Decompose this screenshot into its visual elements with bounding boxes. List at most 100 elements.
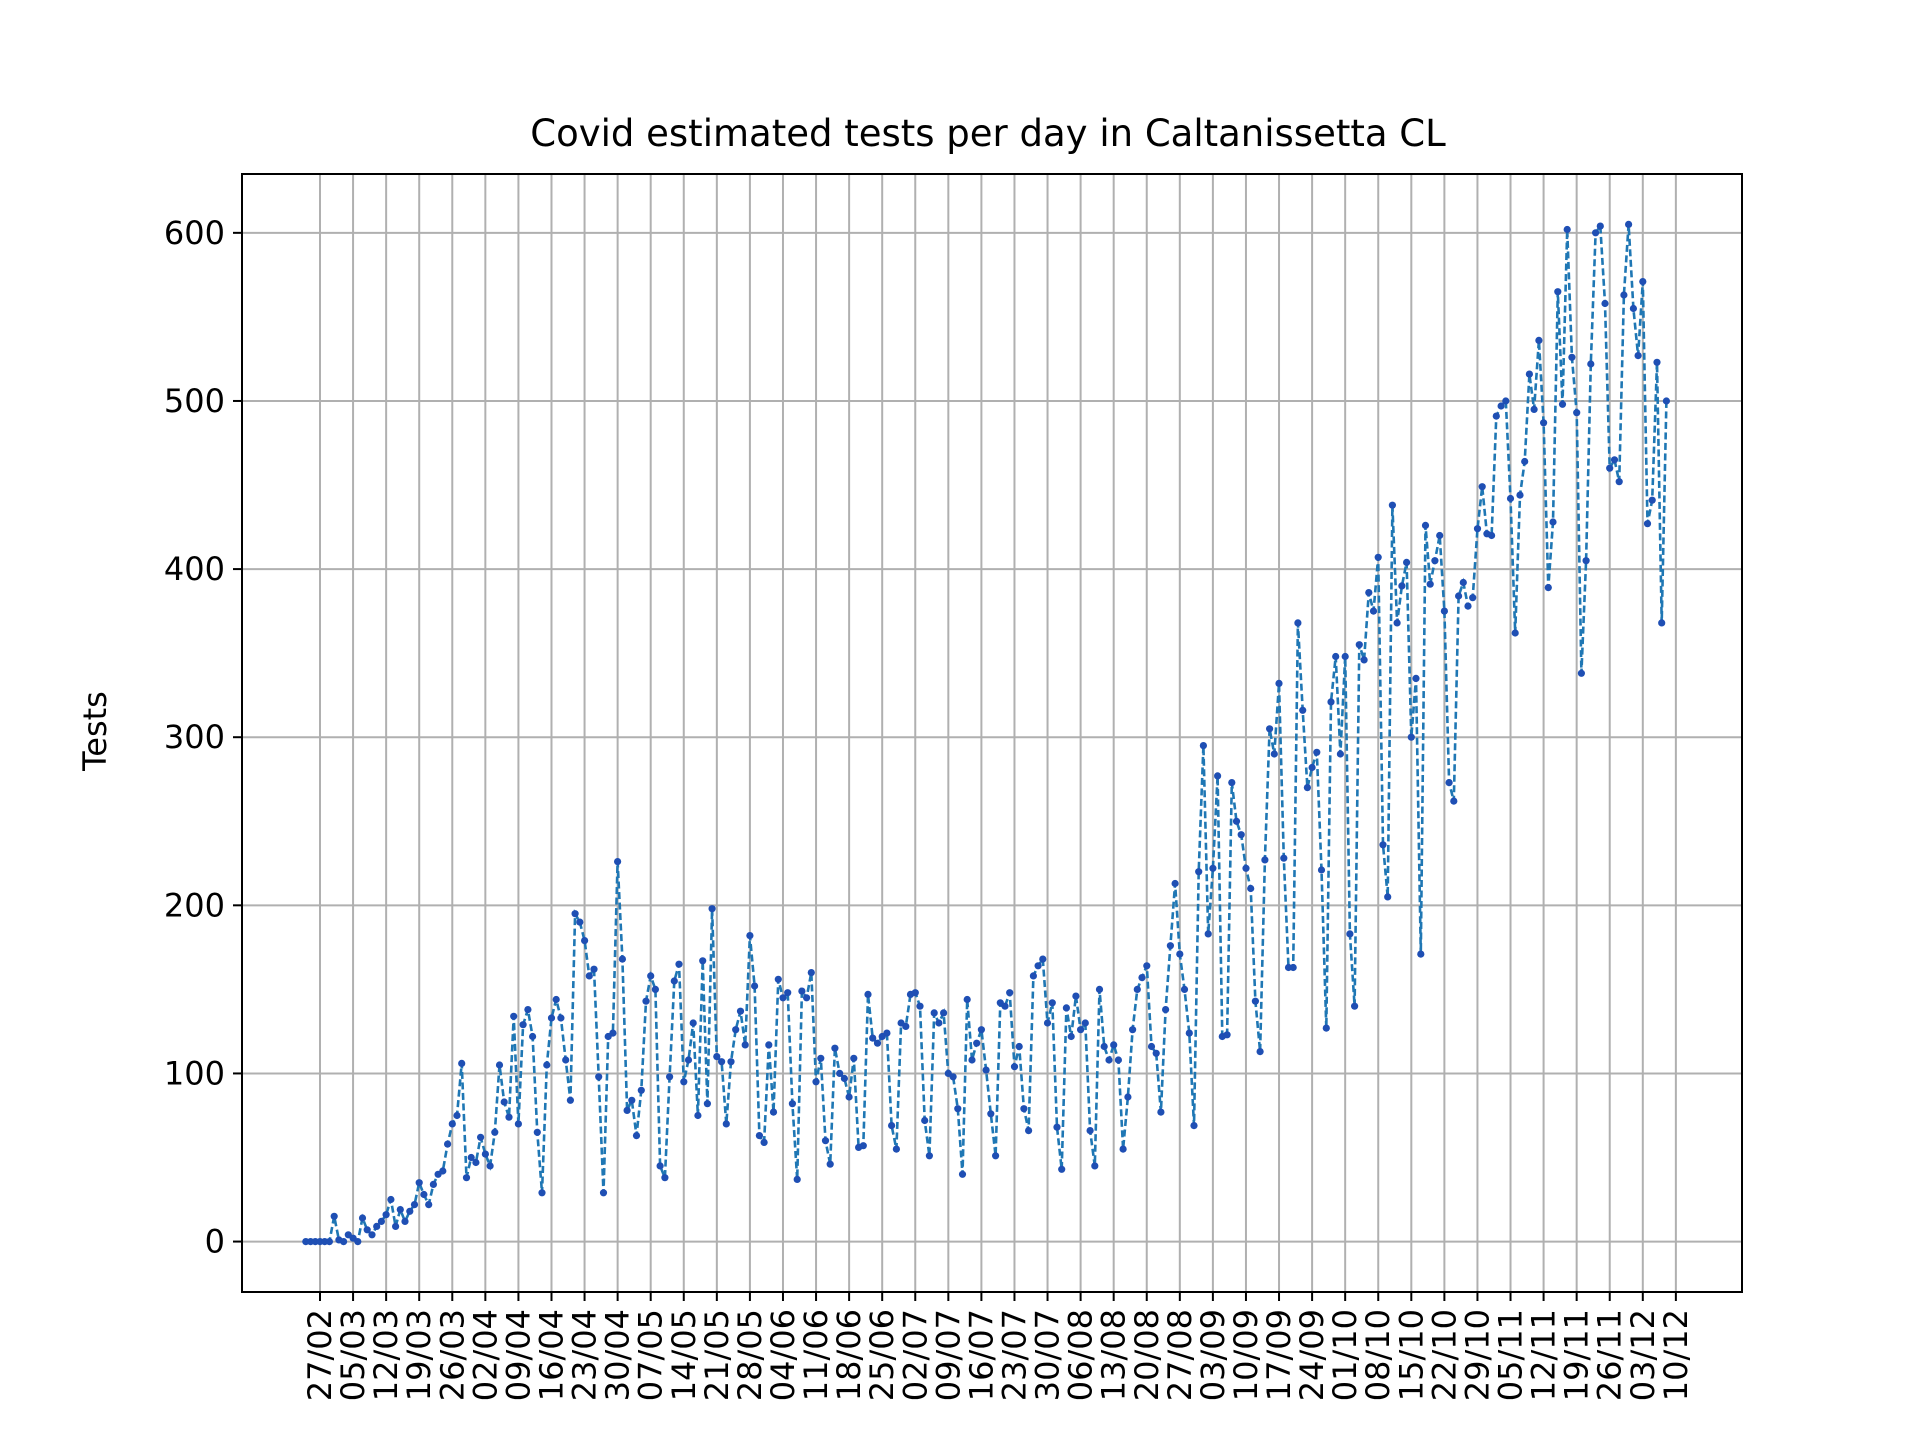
data-point [1393,619,1401,627]
data-point [444,1140,452,1148]
x-tick-label: 25/06 [863,1309,901,1401]
data-point [533,1128,541,1136]
data-point [1006,989,1014,997]
x-axis: 27/0205/0312/0319/0326/0302/0409/0416/04… [301,1292,1695,1401]
data-point [888,1122,896,1130]
data-point [1658,619,1666,627]
data-point [1091,1162,1099,1170]
data-point [547,1014,556,1022]
data-point [1171,879,1179,888]
x-tick-label: 17/09 [1260,1309,1298,1401]
data-point [831,1044,839,1052]
x-tick-label: 26/11 [1591,1309,1629,1401]
data-point [1502,397,1510,405]
data-point [1152,1049,1160,1057]
x-tick-label: 19/11 [1558,1309,1596,1401]
data-point [1114,1056,1122,1064]
data-point [1185,1029,1193,1037]
data-point [751,982,759,990]
data-point [472,1158,480,1167]
data-point [1450,797,1458,805]
data-point [1256,1048,1264,1056]
data-point [1549,518,1557,526]
data-point [784,989,792,997]
data-point [1615,478,1623,486]
data-point [486,1162,494,1170]
data-point [779,994,787,1002]
data-point [1209,864,1217,872]
data-point [415,1179,423,1187]
data-point [684,1056,693,1064]
data-point [968,1056,976,1064]
data-point [637,1086,645,1094]
data-point [642,997,650,1005]
data-point [1403,558,1411,567]
x-tick-label: 27/08 [1161,1309,1199,1401]
data-point [1062,1004,1070,1012]
x-tick-label: 01/10 [1326,1309,1364,1401]
data-point [1204,930,1212,938]
x-tick-label: 30/04 [599,1309,637,1401]
data-point [1020,1105,1028,1113]
data-point [1412,674,1420,683]
data-point [760,1138,768,1146]
data-point [1346,930,1354,938]
y-axis: 0 100 200 300 400 500 600 [164,214,242,1261]
data-point [883,1029,891,1037]
data-point [1351,1002,1359,1010]
y-tick-label: 100 [164,1054,225,1092]
data-point [1143,962,1151,970]
data-point [453,1111,461,1120]
data-point [1086,1127,1094,1135]
data-point [401,1217,409,1225]
data-point [812,1078,820,1086]
data-point [1280,854,1288,862]
x-tick-label: 08/10 [1359,1309,1397,1401]
data-point [557,1014,565,1022]
x-tick-label: 02/07 [896,1309,934,1401]
data-point [538,1189,546,1197]
data-point [1436,531,1444,540]
data-point [325,1238,333,1246]
data-point [406,1207,414,1215]
data-point [1180,985,1189,994]
x-tick-label: 09/04 [499,1309,537,1401]
data-point [382,1211,390,1219]
data-point [1275,679,1283,688]
x-tick-label: 20/08 [1128,1309,1166,1401]
data-point [354,1238,362,1246]
data-point [358,1214,367,1222]
data-point [769,1108,778,1116]
data-point [1492,412,1500,420]
data-point [510,1012,518,1020]
data-point [1332,652,1340,661]
data-point [840,1074,849,1083]
data-point [798,987,806,995]
x-tick-label: 16/07 [962,1309,1000,1401]
data-point [1662,397,1670,405]
data-point [1540,419,1548,427]
data-point [514,1120,523,1128]
data-point [1157,1108,1165,1116]
data-point [1223,1031,1231,1039]
x-tick-label: 29/10 [1458,1309,1496,1401]
data-point [1001,1002,1009,1010]
x-tick-label: 26/03 [433,1309,471,1401]
data-point [1554,288,1562,296]
data-point [1355,641,1363,649]
data-point [562,1056,570,1064]
data-point [892,1145,901,1153]
data-point [1313,748,1321,756]
data-point [1530,405,1538,413]
data-point [1048,999,1056,1007]
data-point [722,1120,730,1128]
data-point [1639,278,1647,286]
data-point [429,1180,437,1188]
data-point [552,995,560,1004]
data-point [708,905,716,913]
data-point [1469,594,1477,602]
data-point [439,1167,447,1175]
data-point [1072,992,1080,1000]
x-tick-label: 12/03 [367,1309,405,1401]
